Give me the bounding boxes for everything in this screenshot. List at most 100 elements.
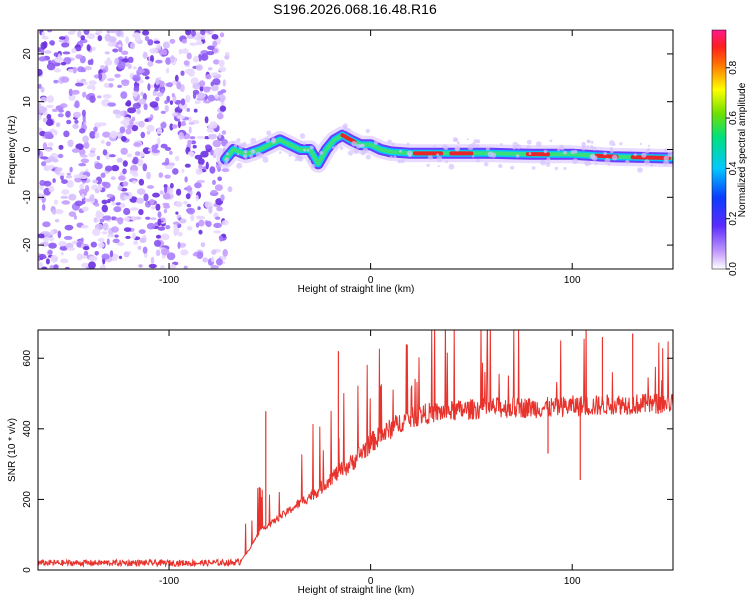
noise-speckle [211, 249, 217, 255]
noise-speckle [99, 218, 105, 223]
noise-speckle [41, 36, 49, 40]
signal-halo-speckle [639, 142, 642, 146]
signal-halo-speckle [536, 141, 542, 147]
spectrogram-x-ticks: -100 0 100 [159, 30, 581, 286]
noise-speckle [61, 189, 70, 195]
noise-speckle [162, 49, 168, 56]
noise-speckle [38, 253, 47, 259]
noise-speckle [115, 30, 124, 37]
signal-halo-speckle [589, 145, 594, 149]
noise-speckle [137, 245, 142, 250]
noise-speckle [133, 240, 139, 246]
signal-halo-speckle [226, 152, 229, 156]
signal-halo-speckle [641, 152, 647, 158]
noise-speckle [138, 178, 145, 186]
signal-halo-speckle [670, 154, 673, 157]
noise-speckle [132, 66, 137, 70]
noise-speckle [108, 83, 114, 88]
noise-speckle [87, 84, 93, 90]
signal-halo-speckle [645, 149, 650, 154]
spectrogram-y-ticks: -20 -10 0 10 20 [22, 48, 673, 252]
noise-speckle [185, 208, 193, 213]
noise-speckle [132, 91, 139, 97]
noise-speckle [123, 227, 132, 233]
noise-speckle [188, 126, 192, 134]
noise-speckle [61, 179, 68, 185]
noise-speckle [166, 252, 176, 261]
noise-speckle [94, 251, 99, 256]
noise-speckle [72, 66, 77, 74]
noise-speckle [101, 181, 107, 187]
noise-speckle [72, 123, 79, 129]
signal-halo-speckle [633, 153, 637, 157]
noise-speckle [200, 150, 209, 158]
noise-speckle [195, 64, 203, 71]
noise-speckle [60, 76, 70, 83]
noise-speckle [111, 226, 119, 233]
noise-speckle [80, 35, 86, 41]
noise-speckle [123, 216, 131, 222]
snr-line [38, 330, 673, 569]
noise-speckle [146, 130, 151, 135]
noise-speckle [125, 36, 130, 44]
noise-speckle [51, 209, 57, 215]
noise-speckle [200, 30, 206, 36]
noise-speckle [157, 218, 162, 227]
noise-speckle [173, 224, 178, 230]
noise-speckle [50, 254, 59, 263]
signal-halo-speckle [559, 144, 564, 150]
noise-speckle [164, 105, 169, 113]
noise-speckle [188, 121, 195, 125]
noise-speckle [195, 194, 199, 202]
noise-speckle [165, 225, 171, 230]
noise-speckle [218, 66, 227, 72]
noise-speckle [101, 253, 110, 260]
noise-speckle [138, 264, 143, 268]
noise-speckle [181, 48, 189, 54]
noise-speckle [116, 242, 125, 246]
noise-speckle [194, 154, 203, 160]
noise-speckle [104, 165, 113, 172]
noise-speckle [212, 40, 218, 48]
noise-speckle [52, 178, 56, 183]
noise-speckle [107, 198, 111, 204]
noise-speckle [155, 249, 161, 257]
noise-speckle [185, 193, 191, 200]
noise-speckle [66, 247, 75, 251]
noise-speckle [126, 100, 132, 107]
signal-halo-speckle [389, 155, 393, 159]
noise-speckle [202, 257, 208, 263]
noise-speckle [127, 63, 132, 70]
noise-speckle [82, 246, 90, 251]
noise-speckle [145, 216, 151, 220]
noise-speckle [208, 206, 213, 214]
snr-x-tick-label: -100 [159, 576, 179, 587]
noise-speckle [81, 206, 89, 212]
noise-speckle [119, 203, 126, 208]
noise-speckle [65, 175, 73, 179]
noise-speckle [41, 266, 48, 269]
noise-speckle [156, 92, 164, 97]
noise-speckle [45, 148, 52, 152]
signal-halo-speckle [299, 133, 306, 139]
noise-speckle [60, 61, 67, 66]
noise-speckle [210, 189, 218, 194]
noise-speckle [45, 258, 50, 265]
noise-speckle [153, 239, 162, 247]
signal-halo-speckle [343, 126, 348, 131]
noise-speckle [73, 174, 82, 179]
noise-speckle [157, 226, 166, 231]
noise-speckle [67, 68, 74, 73]
signal-halo-speckle [581, 141, 586, 147]
noise-speckle [76, 47, 82, 52]
noise-speckle [221, 168, 230, 173]
colorbar-tick-label: 0.6 [728, 111, 739, 125]
noise-speckle [60, 195, 69, 199]
noise-speckle [123, 195, 133, 200]
signal-halo-speckle [400, 159, 405, 164]
noise-speckle [155, 77, 160, 86]
noise-speckle [171, 93, 175, 98]
noise-speckle [122, 58, 129, 63]
noise-speckle [149, 101, 159, 108]
noise-speckle [68, 193, 77, 201]
